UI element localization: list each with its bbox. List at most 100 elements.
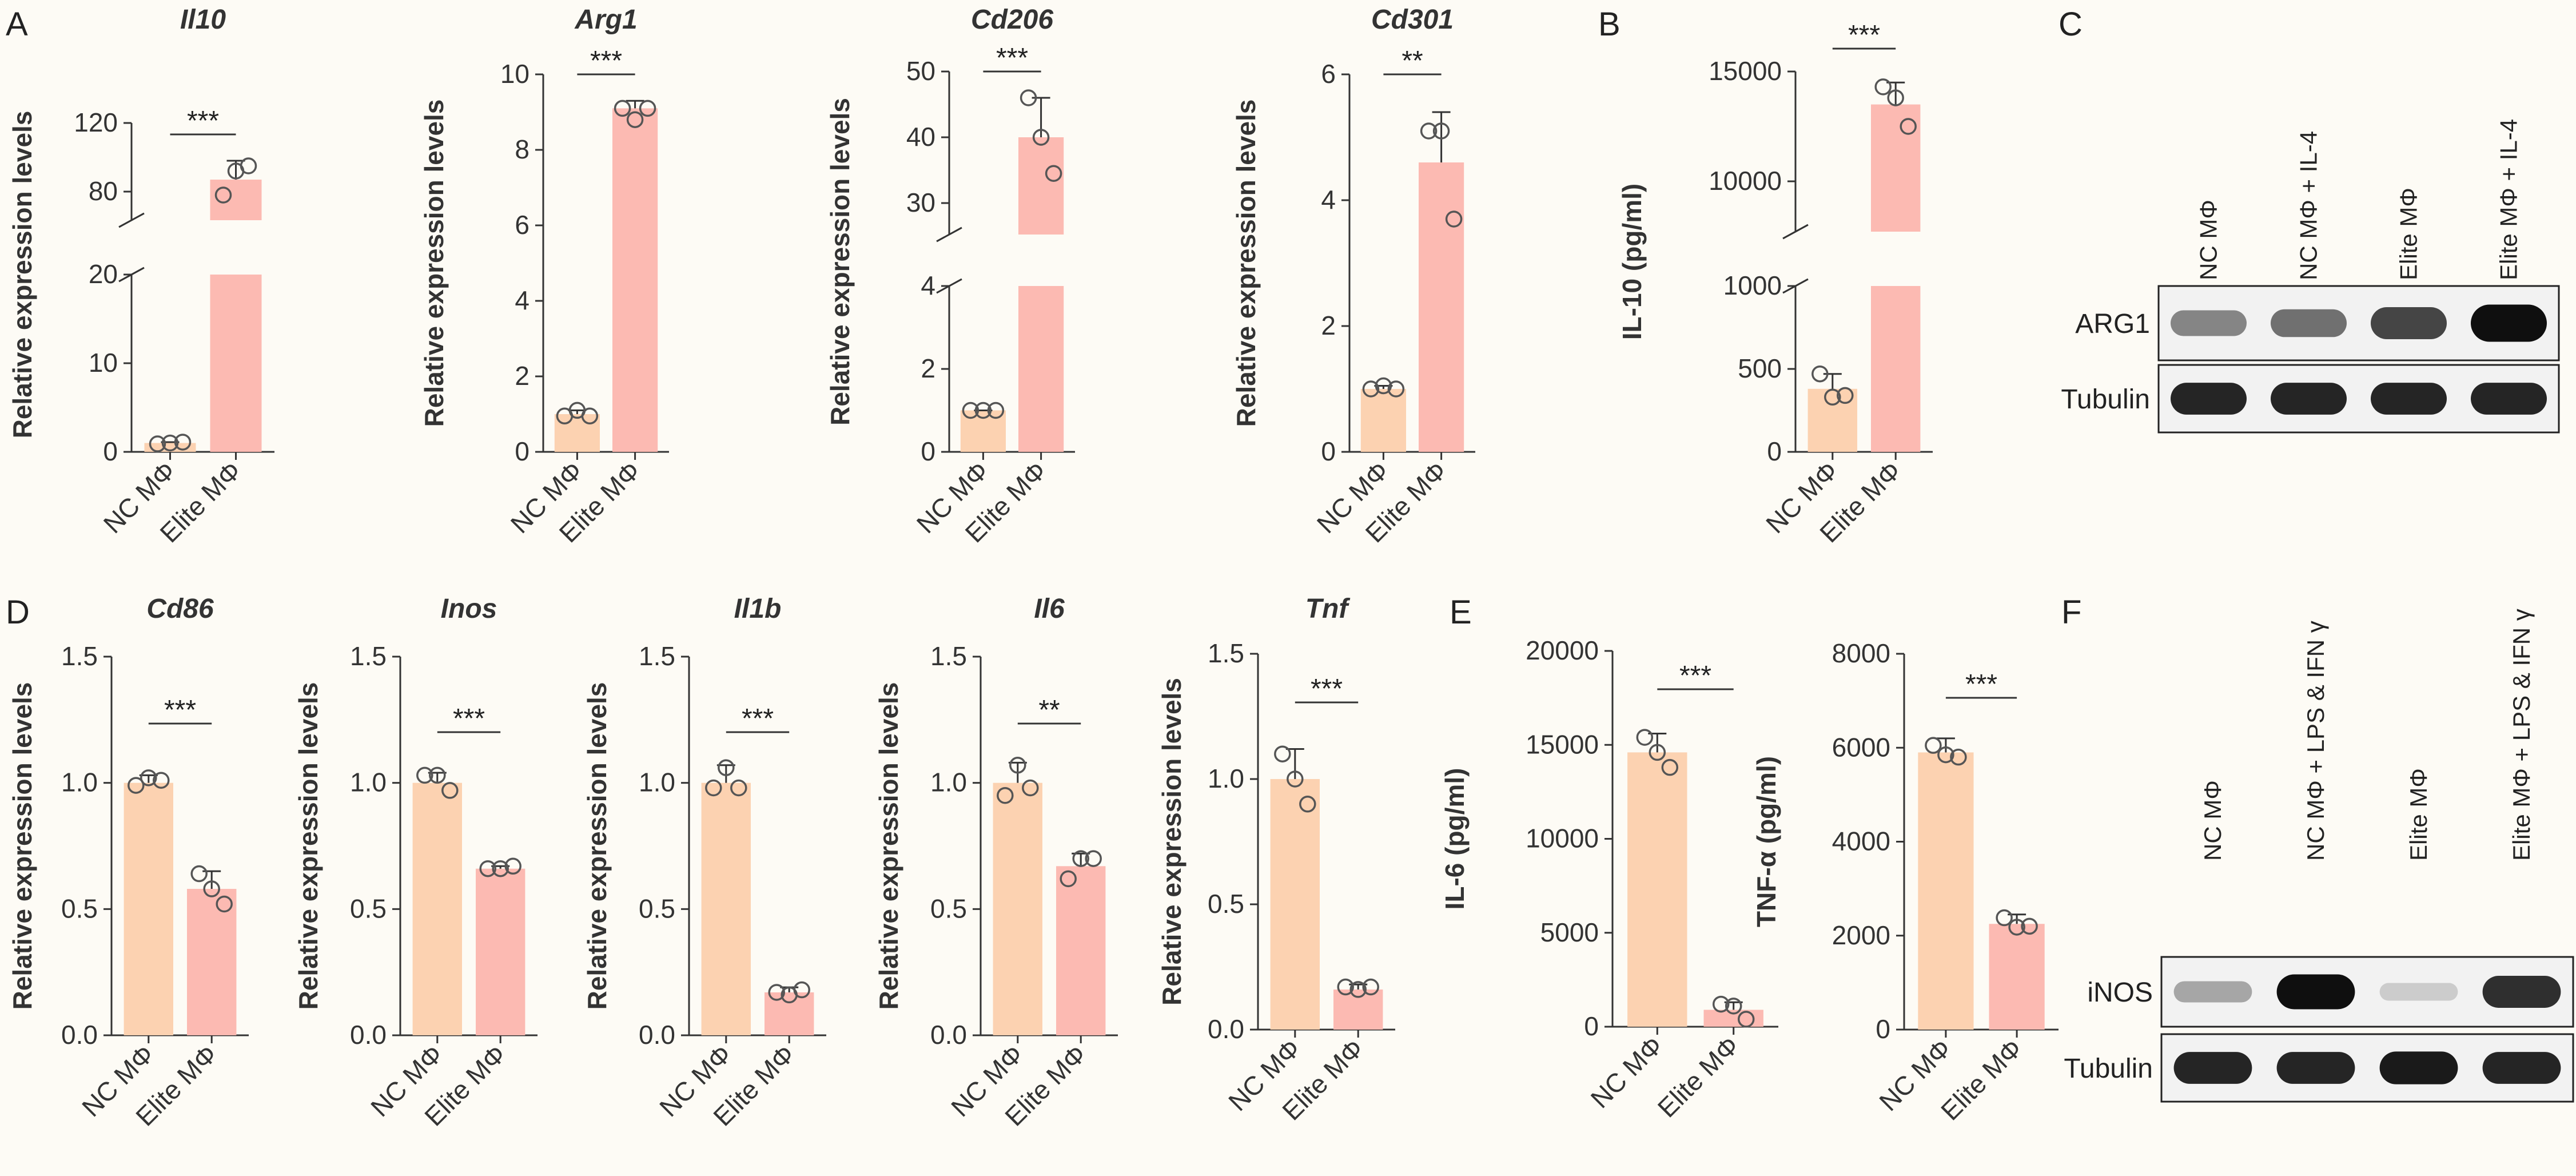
row-label-arg1: ARG1	[2075, 309, 2150, 339]
significance-label: ***	[1965, 669, 1997, 700]
data-point	[128, 777, 145, 794]
bar-elite-upper	[1871, 104, 1921, 232]
y-tick-label: 50	[906, 56, 935, 86]
bar-nc	[554, 414, 600, 452]
y-tick-label: 0.0	[639, 1020, 675, 1050]
blot-band	[2171, 383, 2247, 415]
data-point	[2008, 919, 2025, 936]
significance-label: **	[1402, 46, 1423, 76]
y-tick-label: 4000	[1832, 827, 1890, 856]
y-tick-label: 15000	[1526, 729, 1599, 759]
data-point	[1375, 377, 1392, 395]
bar-elite-lower	[1018, 286, 1064, 452]
lane-label: Elite MΦ	[2395, 188, 2422, 280]
y-tick-label: 15000	[1709, 56, 1782, 86]
y-tick-label: 0	[515, 436, 529, 466]
row-label-inos: iNOS	[2087, 978, 2153, 1008]
blot-band	[2471, 383, 2547, 415]
bar-nc	[124, 782, 173, 1035]
data-point	[1022, 779, 1039, 797]
bar-elite	[612, 108, 658, 452]
lane-label: NC MΦ + LPS & IFN γ	[2302, 621, 2329, 861]
row-label-tubulin: Tubulin	[2064, 1054, 2153, 1084]
data-point	[214, 186, 232, 204]
chart-title: Il6	[1034, 594, 1065, 624]
y-tick-label: 8000	[1832, 638, 1890, 668]
bar-nc	[412, 782, 462, 1035]
data-point	[1900, 118, 1917, 135]
significance-label: ***	[453, 704, 485, 734]
y-tick-label: 4	[515, 285, 529, 315]
chart-title: Cd301	[1371, 5, 1454, 35]
y-tick-label: 2	[515, 361, 529, 391]
y-axis-label: TNF-α (pg/ml)	[1751, 756, 1781, 927]
axis-break-mark	[1782, 224, 1809, 240]
data-point	[987, 402, 1005, 419]
panel-letter-e: E	[1450, 594, 1472, 631]
data-point	[1811, 365, 1829, 383]
y-axis-label: Relative expression levels	[1157, 678, 1187, 1006]
data-point	[1020, 89, 1037, 106]
data-point	[149, 435, 166, 452]
data-point	[1636, 729, 1654, 746]
data-point	[768, 984, 785, 1001]
data-point	[161, 434, 179, 452]
lane-label: Elite MΦ + IL-4	[2495, 119, 2522, 280]
y-tick-label: 6000	[1832, 732, 1890, 762]
y-axis-label: Relative expression levels	[1231, 100, 1261, 427]
y-tick-label: 0.5	[1208, 889, 1244, 919]
data-point	[140, 769, 157, 786]
data-point	[190, 865, 208, 883]
chart-title: Cd86	[146, 594, 214, 624]
blot-band	[2471, 304, 2547, 342]
bar-nc	[1627, 752, 1687, 1027]
panel-letter-f: F	[2061, 594, 2081, 631]
data-point	[1387, 380, 1405, 398]
panel-letter-c: C	[2059, 6, 2083, 43]
blot-band	[2482, 976, 2561, 1008]
chart-title: Cd206	[971, 5, 1053, 35]
data-point	[216, 895, 233, 913]
y-axis-label: Relative expression levels	[7, 682, 37, 1010]
data-point	[441, 782, 459, 799]
data-point	[626, 111, 644, 128]
data-point	[2021, 917, 2038, 935]
bar-elite	[187, 889, 237, 1035]
y-tick-label: 10	[89, 348, 118, 378]
bar-elite-lower	[1871, 286, 1921, 452]
data-point	[1060, 870, 1077, 888]
data-point	[1874, 78, 1892, 96]
y-tick-label: 0.5	[930, 893, 967, 923]
significance-label: ***	[1848, 20, 1880, 50]
bar-nc	[1360, 389, 1406, 452]
y-tick-label: 0	[1584, 1011, 1599, 1041]
bar-elite-lower	[210, 275, 262, 452]
y-tick-label: 0.0	[930, 1020, 967, 1050]
blot-band	[2379, 1051, 2458, 1084]
y-tick-label: 1.0	[61, 768, 98, 797]
western-blot-f: NC MΦ NC MΦ + LPS & IFN γ Elite MΦ Elite MΦ…	[2064, 609, 2574, 1103]
y-tick-label: 10000	[1526, 824, 1599, 853]
data-point	[174, 434, 192, 451]
panel-letter-d: D	[6, 594, 30, 631]
lane-label: Elite MΦ + LPS & IFN γ	[2508, 609, 2535, 861]
data-point	[416, 766, 433, 784]
y-tick-label: 1.5	[1208, 638, 1244, 668]
data-point	[1837, 387, 1854, 404]
y-tick-label: 80	[89, 176, 118, 206]
y-tick-label: 20000	[1526, 635, 1599, 665]
data-point	[1937, 746, 1954, 764]
data-point	[1274, 745, 1291, 762]
y-tick-label: 1.0	[1208, 764, 1244, 793]
bar-nc	[993, 782, 1042, 1035]
blot-band	[2276, 1052, 2355, 1084]
y-tick-label: 6	[1321, 59, 1336, 89]
y-axis-label: Relative expression levels	[7, 111, 37, 439]
data-point	[1661, 758, 1679, 776]
data-point	[1032, 129, 1050, 146]
data-point	[730, 779, 747, 797]
y-axis-label: Relative expression levels	[419, 100, 449, 427]
data-point	[1420, 122, 1438, 140]
